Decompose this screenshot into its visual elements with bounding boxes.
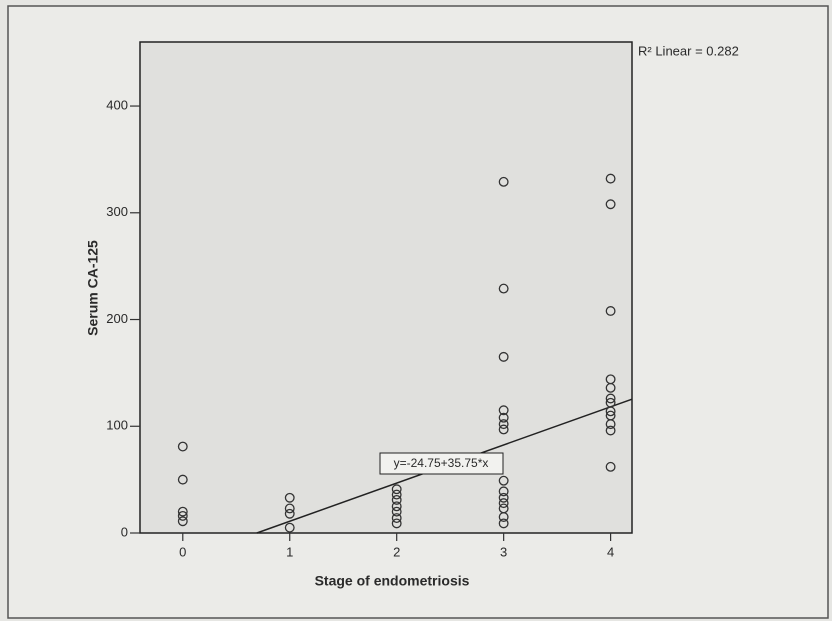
point bbox=[391, 513, 402, 524]
point bbox=[605, 406, 616, 417]
point bbox=[391, 494, 402, 505]
point bbox=[498, 405, 509, 416]
point bbox=[498, 475, 509, 486]
point bbox=[177, 441, 188, 452]
point bbox=[498, 512, 509, 522]
point bbox=[391, 489, 402, 500]
point bbox=[605, 382, 616, 393]
point bbox=[498, 412, 509, 423]
x-tick-label: 3 bbox=[500, 544, 507, 559]
plot-area bbox=[139, 41, 633, 534]
point bbox=[498, 283, 509, 294]
point bbox=[498, 486, 509, 497]
point bbox=[605, 393, 616, 404]
point bbox=[605, 199, 616, 210]
point bbox=[177, 516, 188, 527]
point bbox=[284, 522, 295, 533]
point bbox=[605, 419, 616, 430]
point bbox=[498, 419, 509, 430]
y-tick-label: 400 bbox=[106, 97, 128, 112]
point bbox=[605, 306, 616, 316]
point bbox=[284, 508, 295, 519]
fit-label: y=-24.75+35.75*x bbox=[394, 456, 489, 470]
x-tick-label: 4 bbox=[607, 544, 614, 559]
point bbox=[391, 484, 402, 495]
y-tick-label: 200 bbox=[106, 311, 128, 326]
point bbox=[284, 503, 295, 514]
point bbox=[605, 461, 616, 472]
point bbox=[177, 474, 188, 485]
point bbox=[391, 518, 402, 529]
point bbox=[498, 176, 509, 187]
point bbox=[177, 510, 188, 521]
y-tick-label: 100 bbox=[106, 418, 128, 433]
y-tick-label: 300 bbox=[106, 204, 128, 219]
point bbox=[391, 501, 402, 512]
point bbox=[498, 424, 509, 435]
point bbox=[605, 425, 616, 436]
x-tick-label: 1 bbox=[286, 544, 293, 559]
point bbox=[391, 506, 402, 517]
point bbox=[498, 351, 509, 362]
point bbox=[284, 492, 295, 503]
y-axis-title: Serum CA-125 bbox=[85, 240, 101, 336]
x-tick-label: 2 bbox=[393, 544, 400, 559]
point bbox=[498, 518, 509, 529]
y-tick-label: 0 bbox=[121, 524, 128, 539]
point bbox=[177, 506, 188, 517]
r-squared-annotation: R² Linear = 0.282 bbox=[638, 43, 739, 58]
fit-label-box bbox=[379, 452, 504, 475]
point bbox=[605, 173, 616, 184]
point bbox=[498, 492, 509, 503]
x-tick-label: 0 bbox=[179, 544, 186, 559]
x-axis-title: Stage of endometriosis bbox=[315, 573, 470, 589]
point bbox=[498, 498, 509, 509]
